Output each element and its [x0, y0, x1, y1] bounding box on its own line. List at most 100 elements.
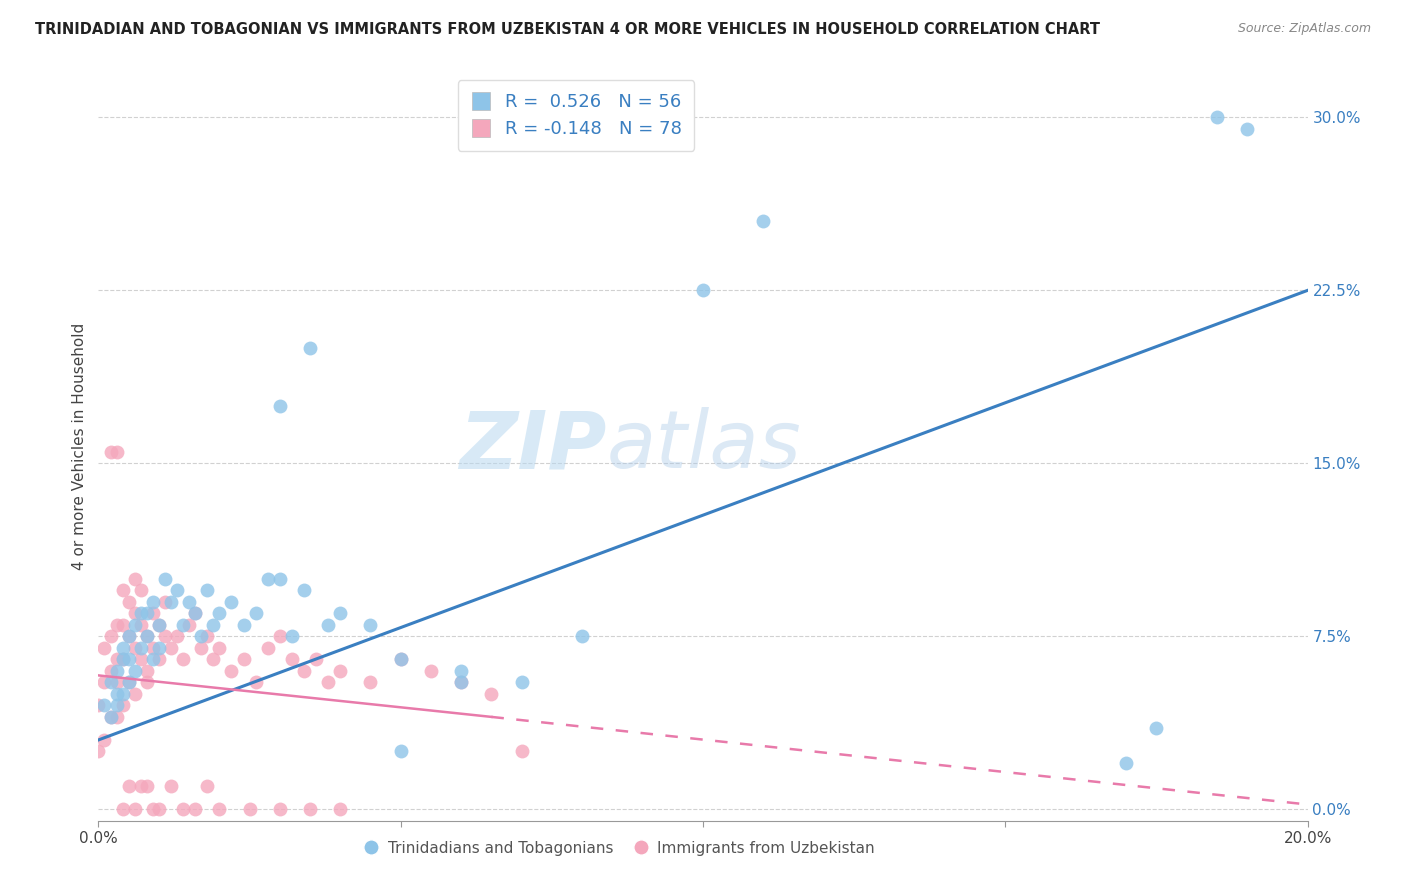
Point — [292, 583, 315, 598]
Point — [269, 399, 291, 413]
Point — [752, 214, 775, 228]
Point — [269, 572, 291, 586]
Point — [360, 675, 382, 690]
Point — [208, 606, 231, 620]
Point — [111, 687, 134, 701]
Point — [692, 284, 714, 298]
Point — [329, 802, 352, 816]
Point — [160, 779, 183, 793]
Point — [129, 617, 152, 632]
Point — [93, 698, 115, 713]
Point — [135, 664, 157, 678]
Point — [450, 664, 472, 678]
Point — [195, 629, 218, 643]
Point — [571, 629, 593, 643]
Point — [184, 802, 207, 816]
Point — [100, 444, 122, 458]
Point — [100, 629, 122, 643]
Point — [135, 606, 157, 620]
Point — [135, 629, 157, 643]
Point — [111, 617, 134, 632]
Point — [450, 675, 472, 690]
Point — [316, 675, 339, 690]
Point — [166, 583, 188, 598]
Point — [208, 802, 231, 816]
Point — [129, 640, 152, 655]
Point — [166, 629, 188, 643]
Point — [202, 652, 225, 666]
Point — [124, 687, 146, 701]
Point — [281, 652, 304, 666]
Point — [153, 594, 176, 608]
Point — [172, 652, 194, 666]
Point — [93, 733, 115, 747]
Point — [420, 664, 443, 678]
Point — [202, 617, 225, 632]
Point — [118, 629, 141, 643]
Point — [184, 606, 207, 620]
Point — [153, 572, 176, 586]
Point — [124, 802, 146, 816]
Point — [450, 675, 472, 690]
Point — [142, 640, 165, 655]
Point — [100, 675, 122, 690]
Point — [124, 664, 146, 678]
Point — [510, 675, 533, 690]
Point — [195, 583, 218, 598]
Point — [148, 802, 170, 816]
Point — [221, 664, 243, 678]
Legend: Trinidadians and Tobagonians, Immigrants from Uzbekistan: Trinidadians and Tobagonians, Immigrants… — [356, 835, 882, 862]
Point — [1236, 122, 1258, 136]
Point — [148, 640, 170, 655]
Point — [299, 802, 322, 816]
Point — [160, 640, 183, 655]
Point — [172, 802, 194, 816]
Point — [124, 572, 146, 586]
Point — [105, 675, 128, 690]
Point — [105, 710, 128, 724]
Point — [316, 617, 339, 632]
Point — [292, 664, 315, 678]
Point — [105, 687, 128, 701]
Point — [245, 606, 267, 620]
Point — [148, 652, 170, 666]
Point — [190, 629, 212, 643]
Point — [93, 675, 115, 690]
Point — [329, 606, 352, 620]
Point — [129, 606, 152, 620]
Point — [256, 640, 278, 655]
Point — [195, 779, 218, 793]
Point — [1144, 722, 1167, 736]
Point — [179, 617, 201, 632]
Point — [305, 652, 328, 666]
Text: atlas: atlas — [606, 407, 801, 485]
Point — [135, 675, 157, 690]
Point — [360, 617, 382, 632]
Point — [153, 629, 176, 643]
Point — [87, 698, 110, 713]
Point — [129, 779, 152, 793]
Point — [269, 629, 291, 643]
Point — [93, 640, 115, 655]
Point — [510, 744, 533, 758]
Point — [281, 629, 304, 643]
Point — [87, 744, 110, 758]
Point — [179, 594, 201, 608]
Point — [111, 802, 134, 816]
Point — [129, 583, 152, 598]
Point — [142, 606, 165, 620]
Point — [269, 802, 291, 816]
Point — [160, 594, 183, 608]
Point — [256, 572, 278, 586]
Point — [1115, 756, 1137, 770]
Point — [299, 341, 322, 355]
Point — [329, 664, 352, 678]
Point — [148, 617, 170, 632]
Point — [118, 652, 141, 666]
Point — [232, 617, 254, 632]
Point — [124, 606, 146, 620]
Point — [100, 664, 122, 678]
Point — [105, 698, 128, 713]
Point — [111, 698, 134, 713]
Point — [389, 744, 412, 758]
